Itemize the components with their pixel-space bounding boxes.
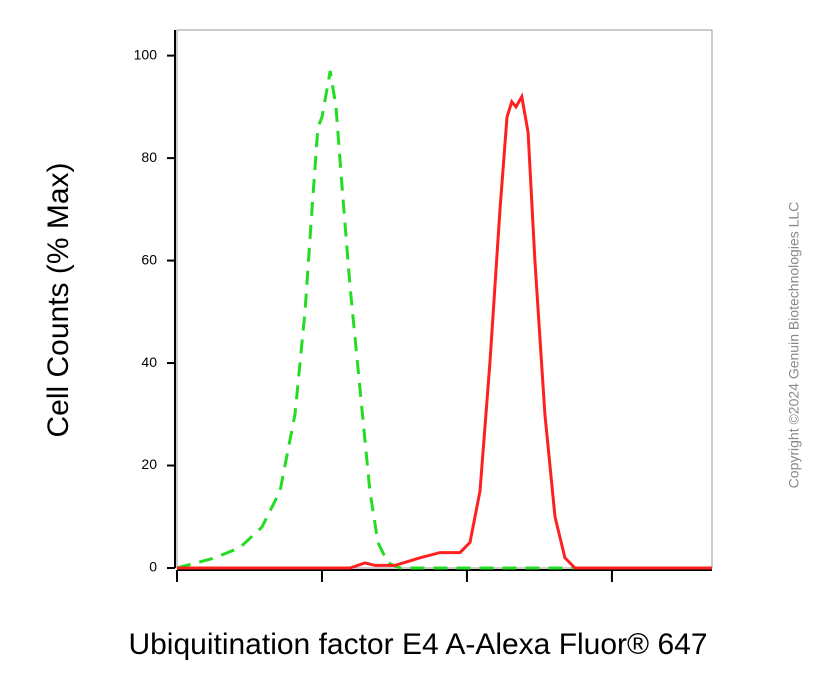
y-axis-label: Cell Counts (% Max)	[42, 162, 75, 437]
y-tick-label: 100	[134, 46, 158, 62]
y-tick-label: 80	[141, 149, 157, 165]
y-tick-label: 20	[141, 456, 157, 472]
y-tick-label: 40	[141, 354, 157, 370]
y-tick-label: 60	[141, 251, 157, 267]
x-axis-label: Ubiquitination factor E4 A-Alexa Fluor® …	[128, 628, 707, 661]
plot-frame	[176, 29, 713, 569]
histogram-line	[176, 70, 712, 570]
histogram-line	[177, 92, 712, 570]
y-tick-label: 0	[149, 559, 157, 575]
watermark: Copyright ©2024 Genuin Biotechnologies L…	[786, 202, 802, 489]
